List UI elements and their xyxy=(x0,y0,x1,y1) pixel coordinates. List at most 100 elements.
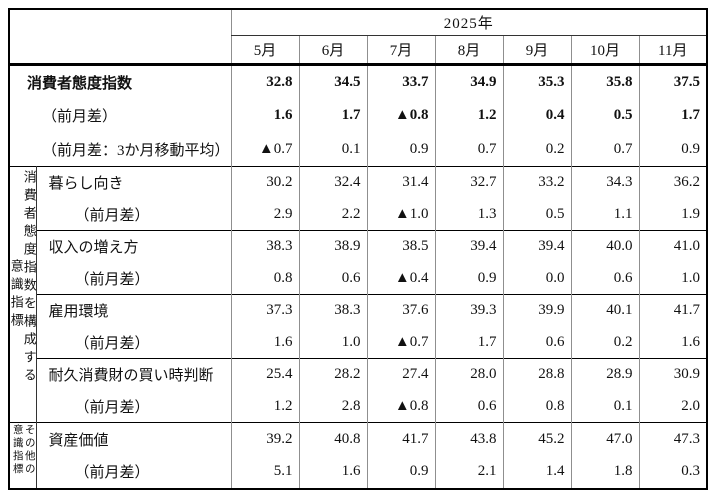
value-cell: 39.3 xyxy=(434,294,503,327)
row-label: 暮らし向き xyxy=(48,176,124,193)
value-cell: 25.4 xyxy=(230,358,299,391)
table-row: （前月差） 1.6 1.7 ▲0.8 1.2 0.4 0.5 1.7 xyxy=(9,98,707,133)
value-cell: 39.9 xyxy=(502,294,571,327)
table-row: （前月差） 5.1 1.6 0.9 2.1 1.4 1.8 0.3 xyxy=(9,455,707,489)
value-cell: 1.9 xyxy=(638,198,707,231)
value-cell: 41.7 xyxy=(638,294,707,327)
value-cell: 1.6 xyxy=(298,455,367,489)
value-cell: 2.0 xyxy=(638,390,707,423)
value-cell: 0.6 xyxy=(502,326,571,359)
value-cell: 41.0 xyxy=(638,230,707,263)
table-row: 雇用環境 37.3 38.3 37.6 39.3 39.9 40.1 41.7 xyxy=(9,294,707,327)
row-label: 雇用環境 xyxy=(48,304,109,321)
value-cell: 5.1 xyxy=(230,455,299,489)
header-row-months: 5月 6月 7月 8月 9月 10月 11月 xyxy=(9,35,707,66)
value-cell: 1.7 xyxy=(638,98,707,133)
consumer-confidence-index-table: 2025年 5月 6月 7月 8月 9月 10月 11月 消費者態度指数 32.… xyxy=(8,8,708,490)
value-cell: 40.0 xyxy=(570,230,639,263)
row-label: （前月差） xyxy=(74,271,150,288)
year-header: 2025年 xyxy=(230,9,707,36)
value-cell: 1.7 xyxy=(434,326,503,359)
table-row: 消費者態度指数 32.8 34.5 33.7 34.9 35.3 35.8 37… xyxy=(9,64,707,99)
value-cell: 36.2 xyxy=(638,166,707,199)
value-cell: 0.8 xyxy=(230,262,299,295)
row-label: （前月差） xyxy=(74,465,150,481)
value-cell: ▲0.7 xyxy=(366,326,435,359)
value-cell: 37.3 xyxy=(230,294,299,327)
value-cell: 0.9 xyxy=(366,132,435,167)
value-cell: 1.2 xyxy=(434,98,503,133)
value-cell: 1.2 xyxy=(230,390,299,423)
value-cell: 34.5 xyxy=(298,64,367,99)
value-cell: 0.3 xyxy=(638,455,707,489)
value-cell: 0.2 xyxy=(502,132,571,167)
side-label-main: その他の xyxy=(23,424,35,477)
table-row: （前月差：3か月移動平均） ▲0.7 0.1 0.9 0.7 0.2 0.7 0… xyxy=(9,132,707,167)
group-side-label-other: 意識指標 その他の xyxy=(9,422,37,489)
value-cell: ▲0.7 xyxy=(230,132,299,167)
value-cell: 37.6 xyxy=(366,294,435,327)
value-cell: 43.8 xyxy=(434,422,503,456)
row-label: 消費者態度指数 xyxy=(27,75,133,92)
value-cell: 33.2 xyxy=(502,166,571,199)
value-cell: 32.7 xyxy=(434,166,503,199)
table-row: （前月差） 0.8 0.6 ▲0.4 0.9 0.0 0.6 1.0 xyxy=(9,262,707,295)
table-row: （前月差） 2.9 2.2 ▲1.0 1.3 0.5 1.1 1.9 xyxy=(9,198,707,231)
value-cell: 1.1 xyxy=(570,198,639,231)
value-cell: 33.7 xyxy=(366,64,435,99)
value-cell: 28.9 xyxy=(570,358,639,391)
table-row: 耐久消費財の買い時判断 25.4 28.2 27.4 28.0 28.8 28.… xyxy=(9,358,707,391)
value-cell: 0.5 xyxy=(502,198,571,231)
side-label-sub: 意識指標 xyxy=(9,258,24,331)
value-cell: 1.8 xyxy=(570,455,639,489)
month-header: 5月 xyxy=(230,35,299,66)
value-cell: 32.4 xyxy=(298,166,367,199)
row-label: 耐久消費財の買い時判断 xyxy=(48,368,214,385)
value-cell: 38.3 xyxy=(298,294,367,327)
value-cell: 30.2 xyxy=(230,166,299,199)
table-row: （前月差） 1.2 2.8 ▲0.8 0.6 0.8 0.1 2.0 xyxy=(9,390,707,423)
value-cell: 2.1 xyxy=(434,455,503,489)
side-label-sub: 意識指標 xyxy=(11,424,23,477)
value-cell: 38.5 xyxy=(366,230,435,263)
value-cell: 0.2 xyxy=(570,326,639,359)
value-cell: 0.6 xyxy=(570,262,639,295)
row-label: （前月差） xyxy=(42,109,118,125)
value-cell: 28.0 xyxy=(434,358,503,391)
table-row: 収入の増え方 38.3 38.9 38.5 39.4 39.4 40.0 41.… xyxy=(9,230,707,263)
row-label: （前月差） xyxy=(74,335,150,352)
row-label: 収入の増え方 xyxy=(48,240,139,257)
value-cell: 35.3 xyxy=(502,64,571,99)
value-cell: 1.6 xyxy=(230,98,299,133)
value-cell: 28.8 xyxy=(502,358,571,391)
value-cell: 2.2 xyxy=(298,198,367,231)
value-cell: 0.4 xyxy=(502,98,571,133)
value-cell: 1.0 xyxy=(298,326,367,359)
value-cell: ▲0.8 xyxy=(366,98,435,133)
value-cell: 32.8 xyxy=(230,64,299,99)
value-cell: 38.9 xyxy=(298,230,367,263)
value-cell: 47.3 xyxy=(638,422,707,456)
value-cell: 40.8 xyxy=(298,422,367,456)
value-cell: 31.4 xyxy=(366,166,435,199)
value-cell: 39.4 xyxy=(502,230,571,263)
table-row: 意識指標 その他の 資産価値 39.2 40.8 41.7 43.8 45.2 … xyxy=(9,422,707,489)
value-cell: 1.7 xyxy=(298,98,367,133)
value-cell: 2.8 xyxy=(298,390,367,423)
corner-cell xyxy=(9,9,231,66)
value-cell: ▲0.4 xyxy=(366,262,435,295)
value-cell: 0.9 xyxy=(366,455,435,489)
side-label-main: 消費者態度指数を構成する xyxy=(21,169,36,386)
row-label: 資産価値 xyxy=(48,432,109,449)
value-cell: 2.9 xyxy=(230,198,299,231)
value-cell: 27.4 xyxy=(366,358,435,391)
value-cell: 0.5 xyxy=(570,98,639,133)
value-cell: 0.1 xyxy=(570,390,639,423)
value-cell: ▲1.0 xyxy=(366,198,435,231)
month-header: 8月 xyxy=(434,35,503,66)
value-cell: 35.8 xyxy=(570,64,639,99)
value-cell: 0.9 xyxy=(434,262,503,295)
value-cell: 0.0 xyxy=(502,262,571,295)
value-cell: 0.9 xyxy=(638,132,707,167)
value-cell: 0.8 xyxy=(502,390,571,423)
